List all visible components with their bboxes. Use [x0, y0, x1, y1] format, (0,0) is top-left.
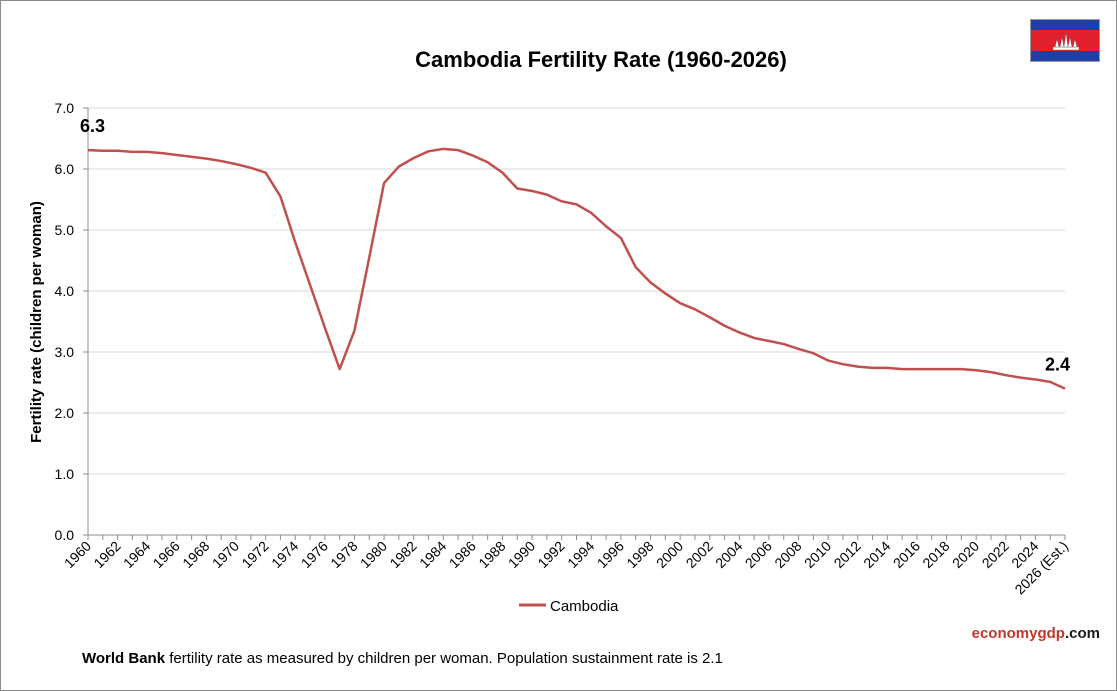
cambodia-flag-icon — [1030, 19, 1100, 62]
xtick-label-22: 2004 — [712, 538, 745, 571]
brand-part-com: .com — [1064, 625, 1100, 642]
y-axis-label: Fertility rate (children per woman) — [28, 201, 45, 443]
xtick-label-5: 1970 — [209, 538, 242, 571]
brand-part-gdp: gdp — [1037, 625, 1065, 642]
series-line-cambodia — [87, 147, 1066, 390]
ytick-label-2: 2.0 — [55, 405, 75, 421]
xtick-label-8: 1976 — [298, 538, 331, 571]
xtick-label-4: 1968 — [179, 538, 212, 571]
xtick-label-3: 1966 — [150, 538, 183, 571]
ytick-label-6: 6.0 — [55, 161, 75, 177]
axes — [83, 107, 1066, 540]
x-tick-labels: 1960196219641966196819701972197419761978… — [61, 538, 1071, 598]
xtick-label-12: 1984 — [416, 538, 449, 571]
xtick-label-18: 1996 — [594, 538, 627, 571]
xtick-label-24: 2008 — [771, 538, 804, 571]
xtick-label-26: 2012 — [831, 538, 864, 571]
ytick-label-0: 0.0 — [55, 527, 75, 543]
xtick-label-28: 2016 — [890, 538, 923, 571]
footnote-source: World Bank — [82, 650, 166, 667]
annotation-2026: 2.4 — [1045, 355, 1070, 375]
xtick-label-29: 2018 — [919, 538, 952, 571]
xtick-label-21: 2002 — [683, 538, 716, 571]
xtick-label-23: 2006 — [742, 538, 775, 571]
brand-part-economy: economy — [971, 625, 1038, 642]
xtick-label-17: 1994 — [564, 538, 597, 571]
ytick-label-1: 1.0 — [55, 466, 75, 482]
xtick-label-9: 1978 — [327, 538, 360, 571]
series-lines — [87, 147, 1066, 390]
brand-watermark: economygdp.com — [972, 625, 1100, 642]
xtick-label-10: 1980 — [357, 538, 390, 571]
ytick-label-4: 4.0 — [55, 283, 75, 299]
xtick-label-25: 2010 — [801, 538, 834, 571]
ytick-label-3: 3.0 — [55, 344, 75, 360]
footnote-text: fertility rate as measured by children p… — [165, 650, 723, 667]
xtick-label-20: 2000 — [653, 538, 686, 571]
xtick-label-11: 1982 — [386, 538, 419, 571]
chart-title: Cambodia Fertility Rate (1960-2026) — [415, 47, 787, 72]
xtick-label-16: 1992 — [534, 538, 567, 571]
annotation-1960: 6.3 — [80, 116, 105, 136]
legend: Cambodia — [519, 598, 619, 615]
xtick-label-1: 1962 — [90, 538, 123, 571]
xtick-label-31: 2022 — [979, 538, 1012, 571]
xtick-label-7: 1974 — [268, 538, 301, 571]
flag-band-top — [1031, 20, 1099, 31]
xtick-label-19: 1998 — [623, 538, 656, 571]
angkor-wat-icon — [1052, 31, 1080, 51]
xtick-label-2: 1964 — [120, 538, 153, 571]
data-annotations: 6.3 2.4 — [80, 116, 1070, 375]
xtick-label-13: 1986 — [446, 538, 479, 571]
ytick-label-7: 7.0 — [55, 100, 75, 116]
legend-label-cambodia: Cambodia — [550, 598, 619, 615]
xtick-label-6: 1972 — [238, 538, 271, 571]
flag-band-bottom — [1031, 50, 1099, 61]
grid-lines — [88, 107, 1065, 475]
xtick-label-27: 2014 — [860, 538, 893, 571]
y-tick-labels: 0.0 1.0 2.0 3.0 4.0 5.0 6.0 7.0 — [55, 100, 75, 543]
source-footnote: World Bank fertility rate as measured by… — [82, 650, 723, 667]
xtick-label-15: 1990 — [505, 538, 538, 571]
ytick-label-5: 5.0 — [55, 222, 75, 238]
xtick-label-30: 2020 — [949, 538, 982, 571]
xtick-label-14: 1988 — [475, 538, 508, 571]
